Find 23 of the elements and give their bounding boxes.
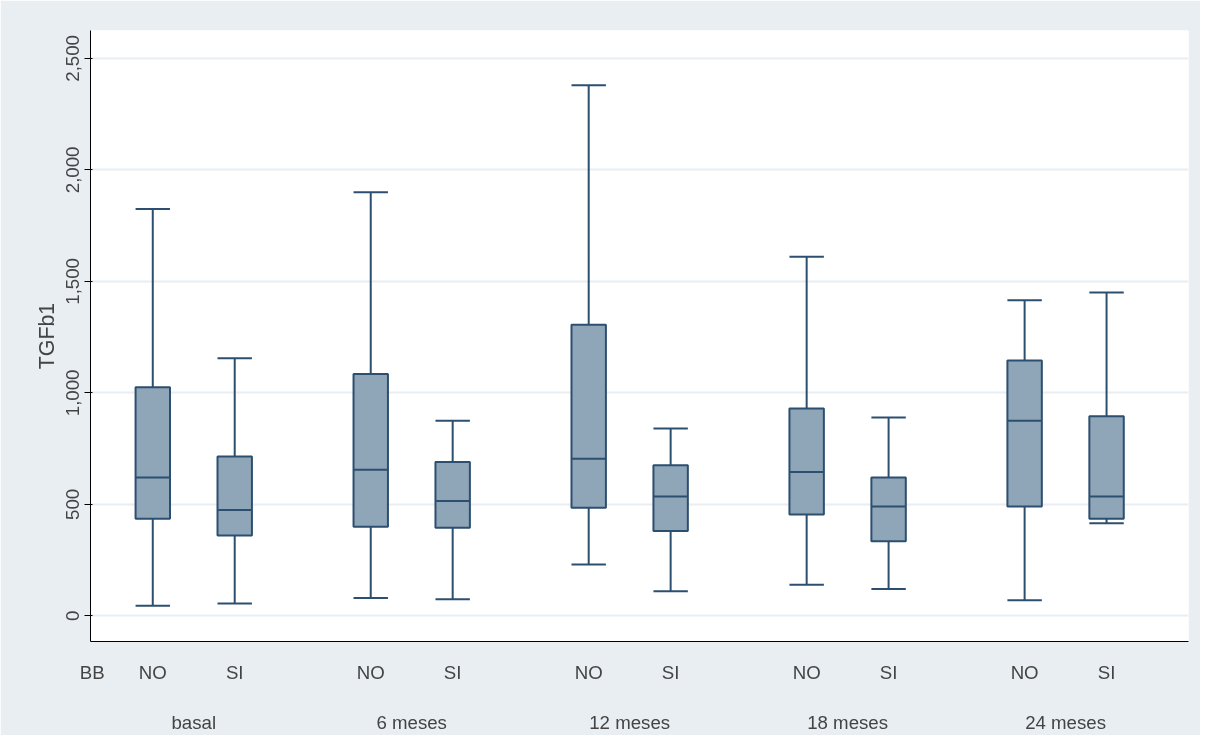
text: basal — [171, 711, 217, 733]
x-tick-label: NO — [356, 661, 385, 683]
x-tick-label: NO — [792, 661, 821, 683]
y-axis-title: TGFb1 — [34, 302, 59, 370]
text: 6 meses — [376, 711, 447, 733]
x-tick-label: SI — [879, 661, 898, 683]
y-tick-label: 2,000 — [62, 146, 84, 194]
y-tick-label: 1,000 — [62, 369, 84, 417]
text: 24 meses — [1025, 711, 1107, 733]
y-tick-label: 1,500 — [62, 258, 84, 305]
x-tick-label: NO — [138, 661, 167, 683]
y-tick-label: 0 — [62, 610, 84, 622]
x-tick-label: SI — [443, 661, 462, 683]
y-tick-label: 500 — [62, 488, 84, 520]
x-axis-title: BB — [79, 661, 105, 683]
y-tick-label: 2,500 — [62, 35, 84, 82]
x-tick-label: NO — [574, 661, 603, 683]
x-tick-label: SI — [225, 661, 244, 683]
text: 18 meses — [807, 711, 889, 733]
x-tick-label: SI — [661, 661, 680, 683]
x-tick-label: SI — [1097, 661, 1116, 683]
text: 12 meses — [589, 711, 671, 733]
x-tick-label: NO — [1010, 661, 1039, 683]
